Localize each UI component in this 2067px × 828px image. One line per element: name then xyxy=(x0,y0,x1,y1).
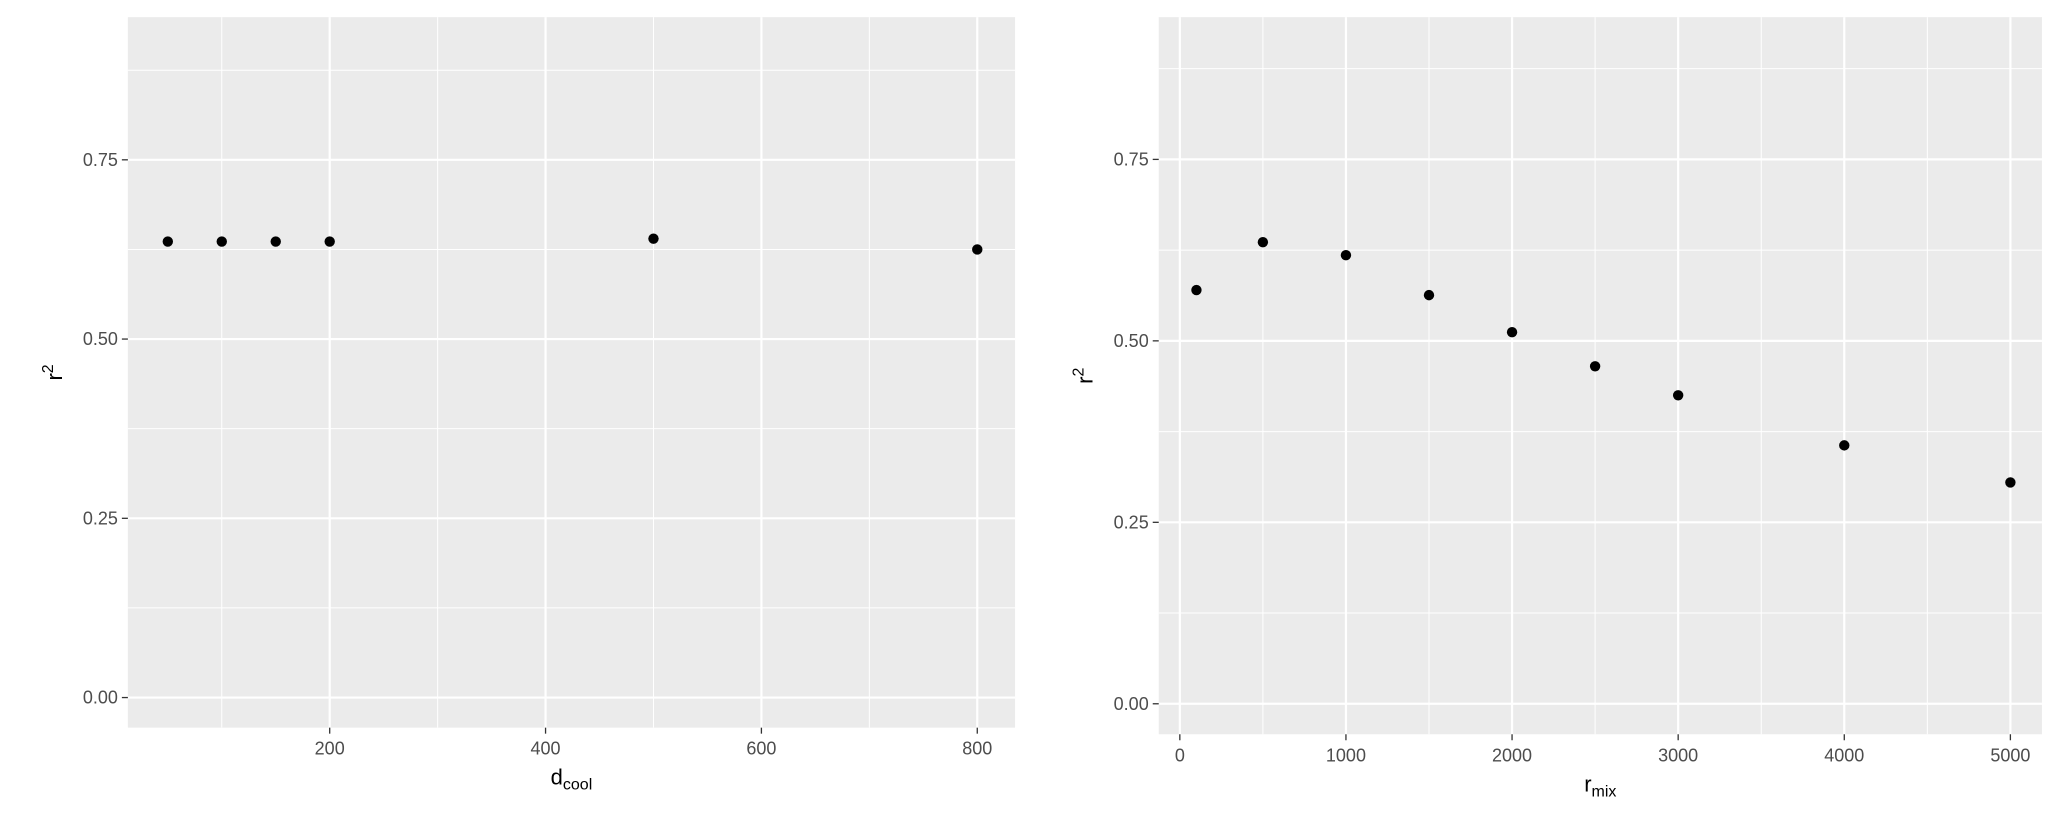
y-axis-title-sup: 2 xyxy=(1071,367,1088,376)
point xyxy=(162,236,174,247)
point xyxy=(270,236,281,247)
x-tick-label: 3000 xyxy=(1658,745,1698,765)
x-tick-label: 600 xyxy=(746,739,776,759)
panel xyxy=(127,17,1016,728)
y-tick-label: 0.50 xyxy=(1114,331,1149,351)
point xyxy=(2005,477,2016,488)
point xyxy=(1839,440,1850,451)
point xyxy=(1191,284,1202,296)
x-axis-title-sub: mix xyxy=(1592,783,1617,800)
x-axis-title-main: d xyxy=(551,765,563,790)
x-tick-label: 800 xyxy=(962,739,992,759)
x-axis-title: dcool xyxy=(551,765,593,794)
point xyxy=(1672,390,1684,401)
point xyxy=(1506,326,1518,338)
x-axis-title-main: r xyxy=(1584,771,1591,796)
x-axis-title-sub: cool xyxy=(563,777,592,794)
y-axis-title-main: r xyxy=(1073,376,1098,383)
x-tick-label: 1000 xyxy=(1326,745,1366,765)
x-tick-label: 2000 xyxy=(1492,745,1532,765)
x-axis-title: rmix xyxy=(1584,771,1616,800)
y-axis-title-sup: 2 xyxy=(40,364,57,373)
point xyxy=(1589,361,1601,372)
y-axis-title: r2 xyxy=(1071,367,1098,383)
x-tick-label: 200 xyxy=(315,739,345,759)
point xyxy=(648,233,659,244)
point xyxy=(324,236,335,247)
x-tick-label: 400 xyxy=(531,739,561,759)
y-tick-label: 0.75 xyxy=(83,150,118,170)
panel xyxy=(1158,17,2042,735)
y-axis-title-main: r xyxy=(42,373,67,380)
x-tick-label: 0 xyxy=(1175,745,1185,765)
chart: 0 1000 2000 3000 4000 50000.000.250.500.75rmi… xyxy=(1071,17,2042,800)
x-tick-label: 4000 xyxy=(1824,745,1864,765)
y-tick-label: 0.00 xyxy=(83,688,118,708)
y-tick-label: 0.25 xyxy=(83,508,118,528)
point xyxy=(1340,250,1352,261)
point xyxy=(1423,289,1435,301)
y-axis-title: r2 xyxy=(40,364,67,380)
y-tick-label: 0.25 xyxy=(1114,512,1149,532)
chart: 200 400 600 800 0.00 0.25 0.50 0.75 dcool r2 xyxy=(40,17,1016,794)
x-tick-label: 5000 xyxy=(1990,745,2030,765)
y-tick-label: 0.50 xyxy=(83,329,118,349)
point xyxy=(1257,236,1269,248)
point xyxy=(972,244,983,255)
y-tick-label: 0.00 xyxy=(1114,694,1149,714)
y-tick-label: 0.75 xyxy=(1114,149,1149,169)
point xyxy=(216,236,227,247)
